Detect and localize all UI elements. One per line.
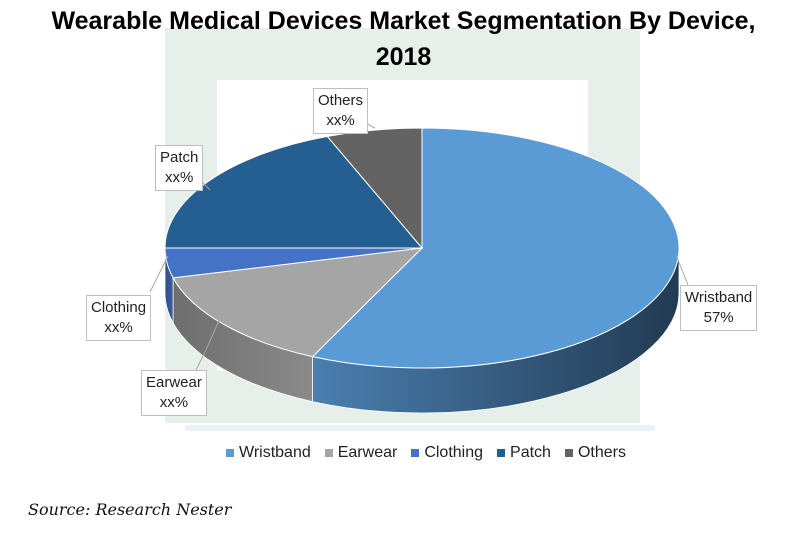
pie-slice-others bbox=[326, 127, 423, 250]
legend-swatch bbox=[497, 449, 506, 457]
legend-item-wristband: Wristband bbox=[226, 444, 311, 462]
legend-item-clothing: Clothing bbox=[411, 444, 483, 462]
legend-swatch bbox=[564, 449, 573, 457]
leader-earwear bbox=[194, 299, 229, 373]
legend-item-others: Others bbox=[564, 444, 626, 462]
source-note: Source: Research Nester bbox=[28, 500, 232, 519]
pie-slice-wristband bbox=[311, 127, 680, 369]
pie-slice-patch bbox=[164, 135, 424, 249]
leader-wristband bbox=[675, 254, 689, 286]
chart-title: Wearable Medical Devices Market Segmenta… bbox=[51, 7, 756, 35]
data-label-clothing: Clothing xx% bbox=[86, 295, 152, 341]
data-label-wristband: Wristband 57% bbox=[680, 285, 758, 331]
data-label-others: Others xx% bbox=[313, 88, 369, 134]
legend-item-earwear: Earwear bbox=[324, 444, 397, 462]
data-label-patch: Patch xx% bbox=[155, 145, 204, 191]
legend: Wristband Earwear Clothing Patch Others bbox=[226, 444, 626, 462]
leader-clothing bbox=[149, 255, 169, 293]
legend-swatch bbox=[226, 449, 234, 457]
legend-swatch bbox=[324, 449, 333, 457]
pie-slice-earwear bbox=[172, 247, 424, 358]
legend-swatch bbox=[411, 449, 420, 457]
legend-item-patch: Patch bbox=[497, 444, 551, 462]
watermark-band bbox=[185, 425, 655, 431]
data-label-earwear: Earwear xx% bbox=[141, 370, 207, 416]
chart-title-year: 2018 bbox=[375, 43, 432, 71]
